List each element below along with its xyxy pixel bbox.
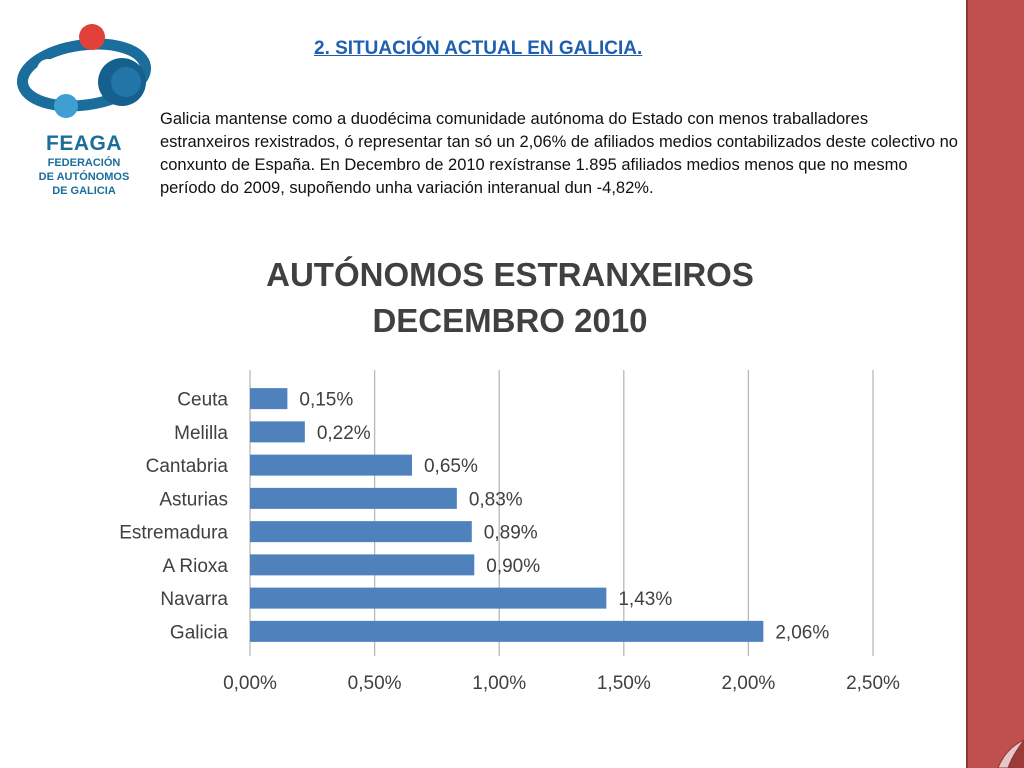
category-label: Melilla [174, 423, 228, 444]
intro-paragraph: Galicia mantense como a duodécima comuni… [160, 110, 958, 197]
x-tick-label: 1,50% [597, 673, 651, 694]
bar [250, 454, 412, 476]
logo-name: FEAGA [46, 132, 122, 155]
chart-title-line: DECEMBRO 2010 [372, 302, 647, 339]
x-tick-label: 1,00% [472, 673, 526, 694]
x-tick-label: 0,00% [223, 673, 277, 694]
bar [250, 620, 764, 642]
x-tick-label: 2,50% [846, 673, 900, 694]
feaga-logo: FEAGA FEDERACIÓN DE AUTÓNOMOS DE GALICIA [14, 20, 154, 200]
bar-value-label: 0,83% [469, 489, 523, 510]
page-curl-icon [997, 739, 1024, 768]
category-label: Ceuta [177, 390, 228, 411]
x-tick-label: 0,50% [348, 673, 402, 694]
x-tick-label: 2,00% [721, 673, 775, 694]
slide-title: 2. SITUACIÓN ACTUAL EN GALICIA. [314, 38, 643, 59]
bar [250, 554, 475, 576]
bar-value-label: 0,15% [299, 390, 353, 411]
category-label: Navarra [160, 589, 228, 610]
bar [250, 487, 457, 509]
bar-chart-svg: AUTÓNOMOS ESTRANXEIROS DECEMBRO 2010 0,15… [119, 256, 900, 694]
logo-subtitle-line: FEDERACIÓN [47, 157, 121, 169]
chart-title-line: AUTÓNOMOS ESTRANXEIROS [266, 256, 754, 293]
bar [250, 421, 305, 443]
logo-subtitle: FEDERACIÓN DE AUTÓNOMOS DE GALICIA [14, 156, 154, 198]
category-label: Galicia [170, 622, 229, 643]
bar [250, 587, 607, 609]
bar [250, 388, 288, 410]
category-label: A Rioxa [163, 556, 229, 577]
feaga-logo-mark-icon [16, 24, 152, 118]
category-label: Cantabria [146, 456, 229, 477]
bar-value-label: 0,90% [486, 556, 540, 577]
right-accent-bar [966, 0, 1024, 768]
bar-value-label: 2,06% [775, 622, 829, 643]
bar-value-label: 1,43% [618, 589, 672, 610]
bar-value-label: 0,22% [317, 423, 371, 444]
category-label: Asturias [159, 489, 228, 510]
category-label: Estremadura [119, 523, 228, 544]
logo-subtitle-line: DE GALICIA [52, 185, 116, 197]
logo-subtitle-line: DE AUTÓNOMOS [38, 171, 130, 183]
bar-value-label: 0,89% [484, 523, 538, 544]
bar [250, 521, 472, 543]
bar-value-label: 0,65% [424, 456, 478, 477]
bar-chart: AUTÓNOMOS ESTRANXEIROS DECEMBRO 2010 0,15… [110, 242, 915, 700]
